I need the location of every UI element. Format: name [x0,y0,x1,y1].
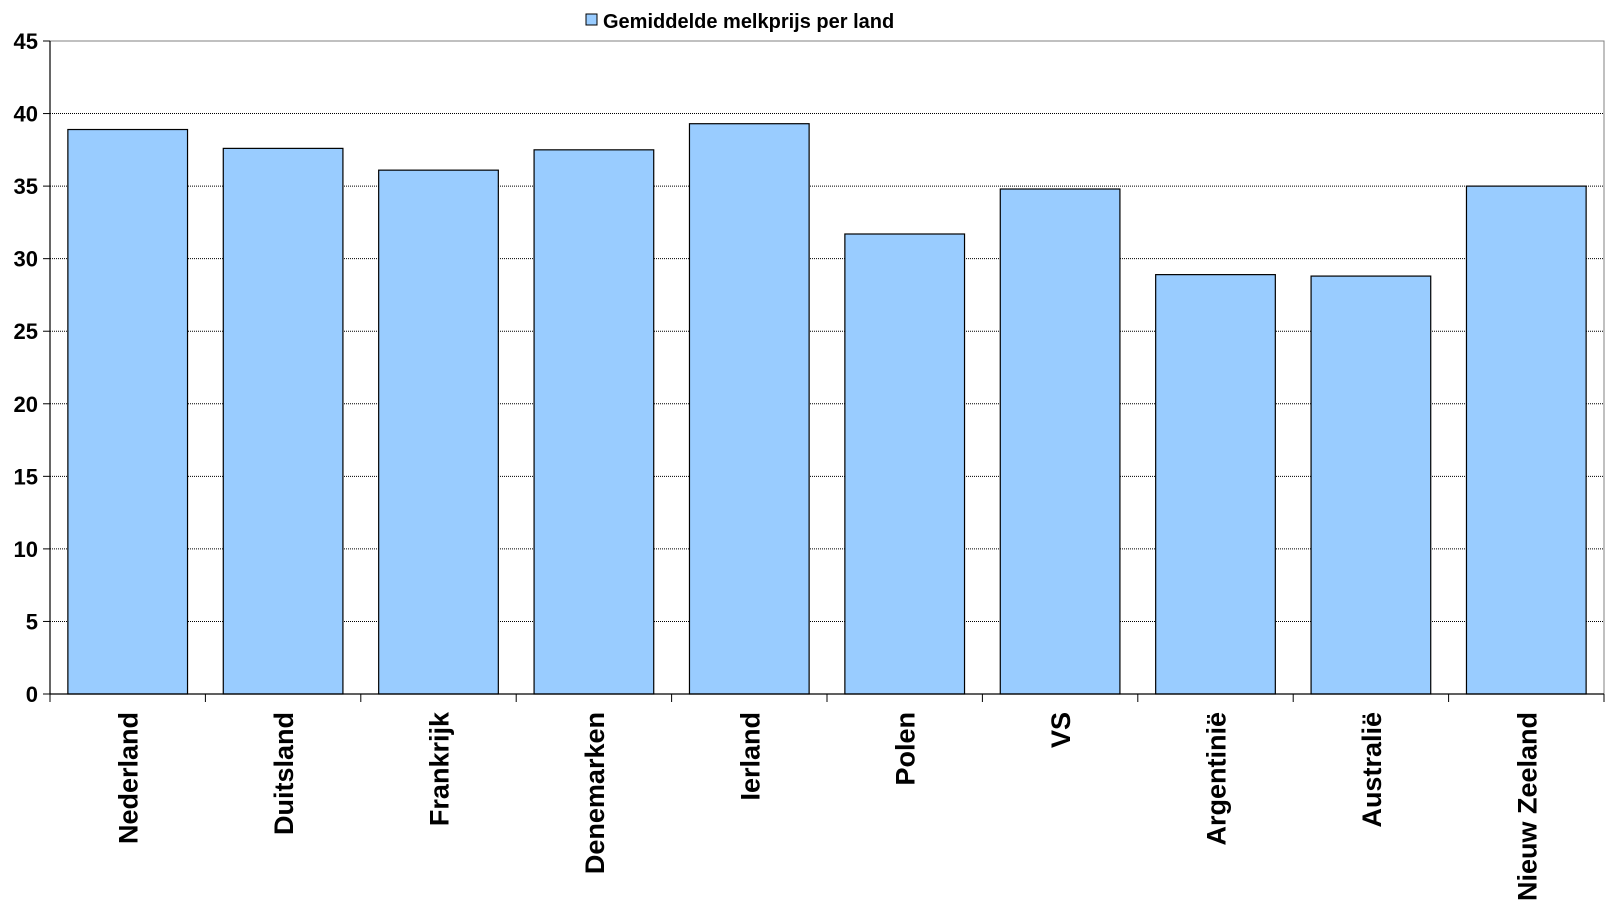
y-tick-label: 35 [14,174,38,199]
bar-duitsland [222,147,344,695]
bar-frankrijk [378,169,499,695]
x-tick-label: VS [1046,712,1076,748]
x-tick-label: Australië [1357,712,1387,828]
y-tick-label: 45 [14,29,38,54]
x-tick-label: Duitsland [269,712,299,835]
y-tick-label: 0 [26,682,38,707]
x-tick-label: Nederland [114,712,144,844]
x-tick-labels: Nederland Duitsland Frankrijk Denemarken Ier… [114,711,1543,901]
bar-nederland [67,128,189,695]
x-tick-label: Argentinië [1202,712,1232,846]
axes [43,40,1605,702]
y-tick-label: 10 [14,537,38,562]
y-tick-label: 25 [14,319,38,344]
bar-nieuw-zeeland [1465,185,1587,695]
bar-polen [844,233,966,695]
y-tick-label: 20 [14,392,38,417]
x-tick-label: Ierland [735,712,765,801]
x-tick-label: Nieuw Zeeland [1512,712,1542,901]
x-tick-label: Denemarken [580,712,610,874]
y-tick-label: 15 [14,464,38,489]
bar-denemarken [533,149,655,695]
y-tick-labels: 0 5 10 15 20 25 30 35 40 45 [14,29,38,707]
bars [67,123,1587,695]
bar-vs [999,188,1121,695]
legend-label: Gemiddelde melkprijs per land [603,11,894,33]
x-tick-label: Polen [891,712,921,786]
legend: Gemiddelde melkprijs per land [585,11,894,33]
x-tick-label: Frankrijk [425,711,455,826]
y-tick-label: 40 [14,102,38,127]
bar-argentinië [1155,274,1276,695]
legend-swatch [585,13,598,26]
bar-australië [1310,275,1432,695]
y-tick-label: 30 [14,247,38,272]
bar-ierland [688,123,810,695]
y-tick-label: 5 [26,609,38,634]
